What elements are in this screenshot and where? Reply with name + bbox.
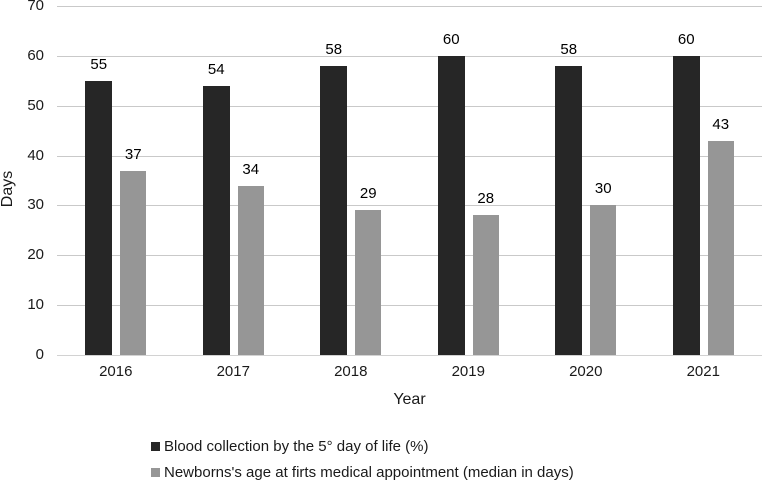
bar-value-label: 55 <box>90 55 108 73</box>
x-tick-label: 2018 <box>334 363 368 380</box>
bar: 58 <box>320 41 348 355</box>
bar: 30 <box>590 180 617 355</box>
y-tick-label: 40 <box>27 147 44 164</box>
gridline <box>57 255 762 256</box>
x-axis-title: Year <box>393 391 426 408</box>
y-tick-label: 60 <box>27 47 44 64</box>
bar-value-label: 43 <box>712 115 730 133</box>
x-tick-label: 2019 <box>451 363 485 380</box>
bar-value-label: 60 <box>442 30 460 48</box>
plot-area: 55 37 54 34 58 29 60 28 58 30 60 43 <box>57 6 762 355</box>
gridline <box>57 305 762 306</box>
bar-value-label: 58 <box>325 40 343 58</box>
x-tick-label: 2020 <box>569 363 603 380</box>
bar: 54 <box>202 61 230 355</box>
bar-group-2016: 55 37 <box>57 6 175 355</box>
legend-label: Blood collection by the 5° day of life (… <box>164 437 429 455</box>
gridline <box>57 355 762 356</box>
bar-group-2018: 58 29 <box>292 6 410 355</box>
bar-group-2019: 60 28 <box>410 6 528 355</box>
bar-value-label: 28 <box>477 190 495 208</box>
x-tick-label: 2016 <box>99 363 133 380</box>
gridline <box>57 56 762 57</box>
x-tick-label: 2017 <box>216 363 250 380</box>
bar-value-label: 54 <box>207 60 225 78</box>
y-tick-label: 10 <box>27 296 44 313</box>
gridline <box>57 6 762 7</box>
bar-group-2017: 54 34 <box>175 6 293 355</box>
bar: 58 <box>555 41 583 355</box>
bar: 28 <box>472 190 499 355</box>
bar-value-label: 34 <box>242 160 260 178</box>
bar: 60 <box>437 31 465 355</box>
chart-legend: Blood collection by the 5° day of life (… <box>151 433 574 485</box>
bar-value-label: 37 <box>124 145 142 163</box>
gridline <box>57 205 762 206</box>
x-tick-label: 2021 <box>686 363 720 380</box>
y-tick-label: 70 <box>27 0 44 14</box>
bar: 55 <box>85 56 113 355</box>
bar: 34 <box>237 161 264 355</box>
gridline <box>57 156 762 157</box>
bar: 29 <box>355 185 382 355</box>
y-tick-label: 30 <box>27 196 44 213</box>
legend-swatch-icon <box>151 467 160 477</box>
y-axis-title: Days <box>0 170 16 208</box>
bar-value-label: 29 <box>359 185 377 203</box>
bar-group-2021: 60 43 <box>645 6 762 355</box>
legend-label: Newborns's age at firts medical appointm… <box>164 463 574 481</box>
legend-item: Blood collection by the 5° day of life (… <box>151 433 574 459</box>
legend-swatch-icon <box>151 441 160 451</box>
bar: 37 <box>120 146 147 355</box>
bar-value-label: 30 <box>594 180 612 198</box>
y-tick-label: 50 <box>27 97 44 114</box>
bar-value-label: 60 <box>677 30 695 48</box>
bar: 43 <box>707 116 734 355</box>
y-tick-label: 0 <box>35 346 44 363</box>
y-tick-label: 20 <box>27 246 44 263</box>
bar-value-label: 58 <box>560 40 578 58</box>
bar-group-2020: 58 30 <box>527 6 645 355</box>
gridline <box>57 106 762 107</box>
bar: 60 <box>672 31 700 355</box>
x-axis-ticks: 2016 2017 2018 2019 2020 2021 <box>57 363 762 380</box>
legend-item: Newborns's age at firts medical appointm… <box>151 459 574 485</box>
